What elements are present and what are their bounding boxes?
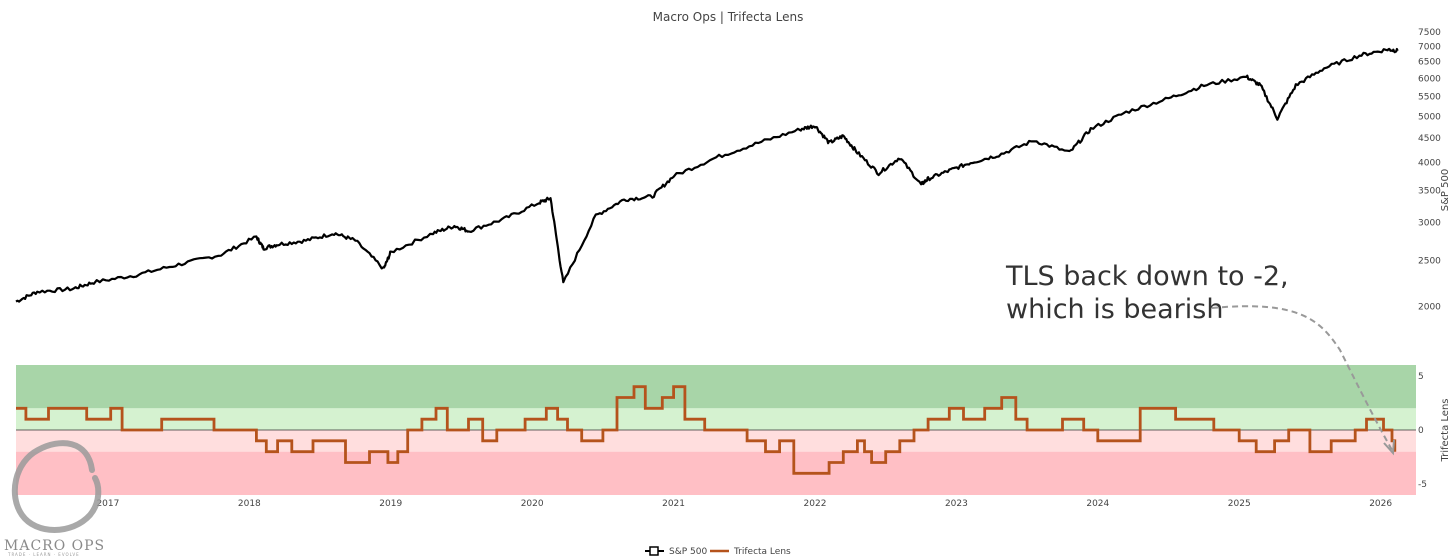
legend-label-sp500: S&P 500 (669, 547, 707, 557)
band-3 (16, 451, 1416, 495)
x-tick-2018: 2018 (238, 499, 261, 509)
sp500-tick-3500: 3500 (1418, 186, 1441, 196)
trifecta-tick-5: 5 (1418, 372, 1424, 382)
legend: S&P 500 Trifecta Lens (645, 546, 791, 557)
trifecta-tick-0: 0 (1418, 426, 1424, 436)
sp500-axis-title: S&P 500 (1440, 169, 1451, 211)
x-tick-2025: 2025 (1228, 499, 1251, 509)
annotation-arrow (1211, 305, 1393, 451)
logo-subtext: TRADE · LEARN · EVOLVE (7, 552, 80, 557)
chart-title: Macro Ops | Trifecta Lens (653, 10, 804, 24)
x-tick-2026: 2026 (1369, 499, 1392, 509)
sp500-tick-4500: 4500 (1418, 134, 1441, 144)
x-tick-2021: 2021 (662, 499, 685, 509)
legend-item-sp500[interactable]: S&P 500 (645, 546, 707, 557)
sp500-tick-6000: 6000 (1418, 74, 1441, 84)
sp500-tick-2500: 2500 (1418, 256, 1441, 266)
legend-item-trifecta-lens[interactable]: Trifecta Lens (710, 547, 791, 557)
trifecta-lens-line (16, 385, 1397, 475)
x-tick-2020: 2020 (521, 499, 544, 509)
logo-text: MACRO OPS (4, 538, 105, 554)
trifecta-axis-ticks: 5 0 -5 (1418, 372, 1427, 490)
band-1 (16, 408, 1416, 430)
x-axis-ticks: 2017 2018 2019 2020 2021 2022 2023 2024 2025 2026 (96, 499, 1392, 509)
x-tick-2024: 2024 (1086, 499, 1109, 509)
annotation-arrowhead (1383, 439, 1395, 456)
annotation-line-2: which is bearish (1006, 294, 1223, 325)
sp500-tick-5500: 5500 (1418, 92, 1441, 102)
x-tick-2022: 2022 (804, 499, 827, 509)
sp500-tick-7500: 7500 (1418, 28, 1441, 38)
sp500-axis-ticks: 2000 2500 3000 3500 4000 4500 5000 5500 6000 6500… (1418, 28, 1441, 313)
trifecta-tick--5: -5 (1418, 480, 1427, 490)
trifecta-bands (16, 365, 1416, 495)
sp500-line (15, 47, 1399, 303)
sp500-tick-6500: 6500 (1418, 58, 1441, 68)
x-tick-2019: 2019 (379, 499, 402, 509)
sp500-tick-3000: 3000 (1418, 218, 1441, 228)
trifecta-axis-title: Trifecta Lens (1440, 398, 1451, 462)
band-2 (16, 430, 1416, 452)
sp500-tick-7000: 7000 (1418, 42, 1441, 52)
annotation-line-1: TLS back down to -2, (1005, 261, 1289, 292)
sp500-tick-4000: 4000 (1418, 159, 1441, 169)
sp500-tick-5000: 5000 (1418, 112, 1441, 122)
legend-label-trifecta-lens: Trifecta Lens (733, 547, 791, 557)
band-0 (16, 365, 1416, 409)
x-tick-2017: 2017 (96, 499, 119, 509)
macro-ops-logo: MACRO OPS TRADE · LEARN · EVOLVE (4, 440, 105, 557)
x-tick-2023: 2023 (945, 499, 968, 509)
sp500-tick-2000: 2000 (1418, 303, 1441, 313)
